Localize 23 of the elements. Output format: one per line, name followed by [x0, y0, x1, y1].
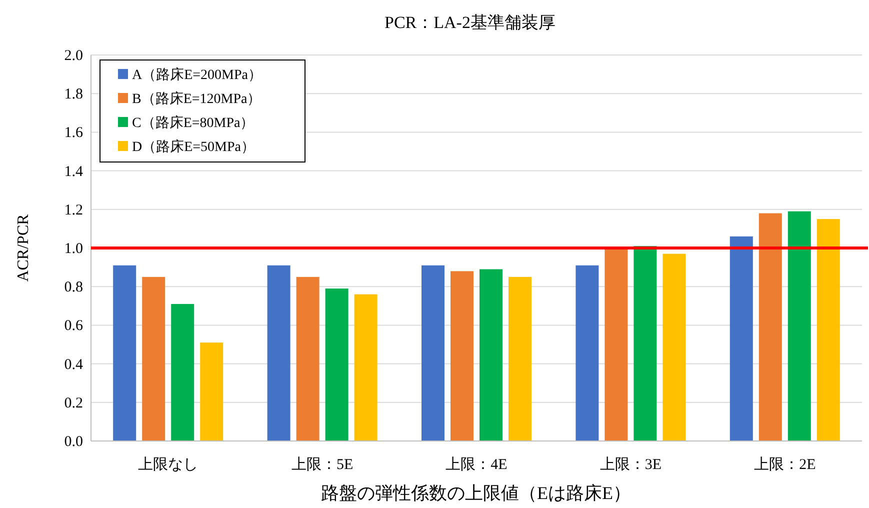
x-tick-label: 上限：2E	[754, 456, 816, 473]
y-tick-label: 0.8	[64, 280, 83, 296]
y-tick-label: 2.0	[64, 48, 83, 64]
y-tick-label: 1.6	[64, 125, 84, 142]
legend-label: A（路床E=200MPa）	[132, 67, 262, 83]
x-tick-label: 上限：3E	[600, 456, 662, 473]
y-tick-label: 1.0	[64, 241, 83, 257]
legend-label: C（路床E=80MPa）	[132, 115, 254, 131]
y-axis-title: ACR/PCR	[15, 214, 32, 282]
legend-label: B（路床E=120MPa）	[132, 91, 262, 107]
y-tick-label: 0.4	[64, 356, 84, 373]
y-tick-label: 0.2	[64, 395, 83, 412]
x-tick-label: 上限：5E	[291, 456, 354, 473]
x-axis-title: 路盤の弾性係数の上限値（Eは路床E）	[321, 483, 631, 503]
y-tick-label: 0.6	[64, 318, 84, 334]
y-tick-label: 1.4	[64, 164, 84, 180]
legend-label: D（路床E=50MPa）	[132, 139, 256, 155]
y-tick-label: 1.8	[64, 86, 83, 103]
x-tick-label: 上限なし	[138, 456, 198, 473]
y-tick-label: 0.0	[64, 434, 83, 450]
x-tick-label: 上限：4E	[446, 456, 508, 473]
y-tick-label: 1.2	[64, 202, 83, 218]
chart-title: PCR：LA-2基準舗装厚	[384, 13, 556, 32]
